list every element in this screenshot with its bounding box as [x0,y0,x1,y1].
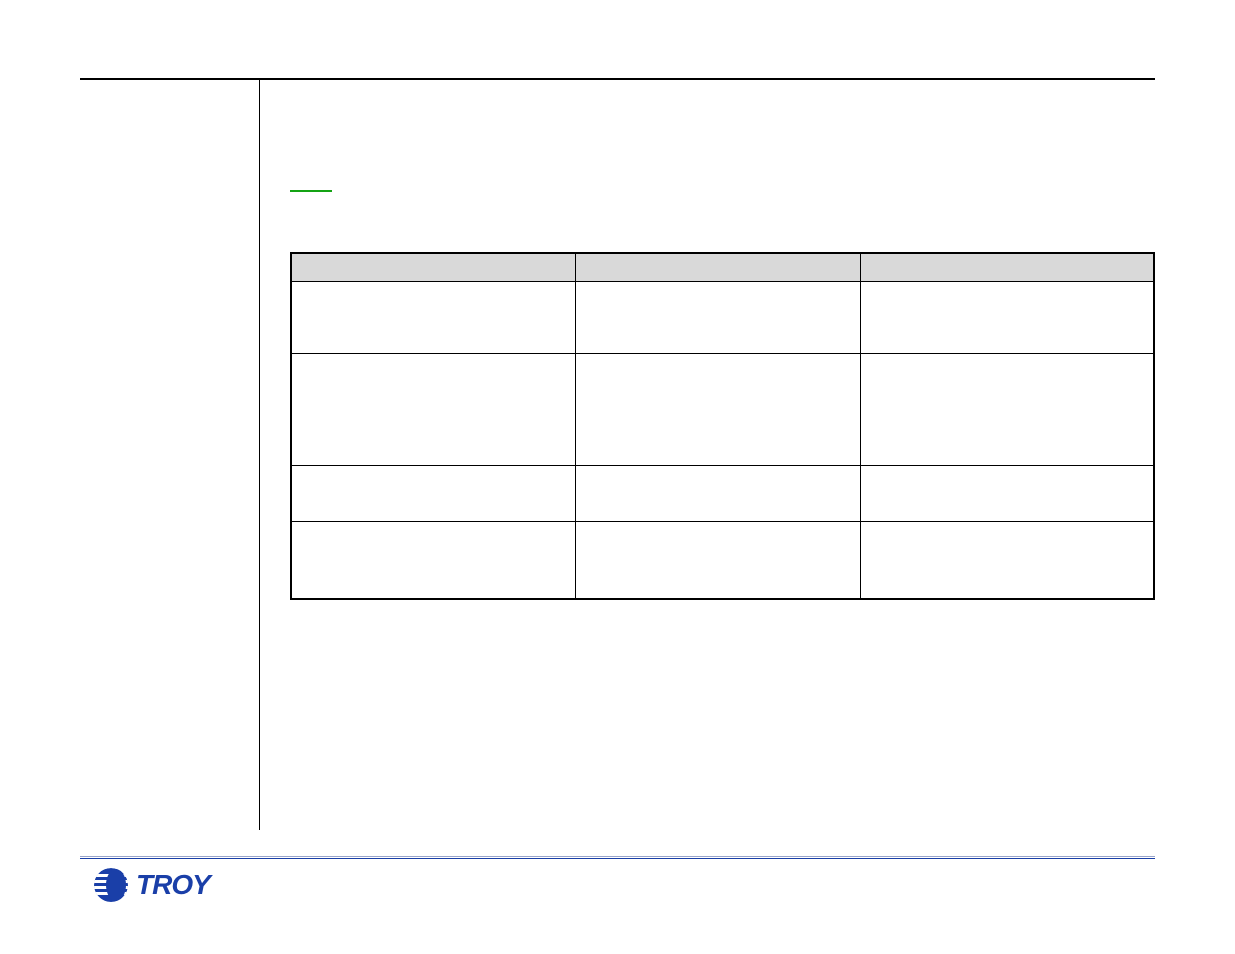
spec-table [290,252,1155,600]
brand-logo-text: TROY [136,869,210,901]
table-row [291,353,1154,465]
table-cell [576,465,861,521]
table-header-cell [576,253,861,281]
table-header-row [291,253,1154,281]
table-cell [291,521,576,599]
table-cell [291,465,576,521]
table-row [291,281,1154,353]
brand-logo: TROY [94,868,210,902]
table-cell [861,521,1154,599]
globe-icon [94,868,128,902]
table-header-cell [291,253,576,281]
left-margin-column [80,80,260,830]
footer-horizontal-rule-inner [80,858,1155,859]
table-row [291,521,1154,599]
main-column [260,80,1155,830]
footer-horizontal-rule [80,856,1155,859]
table-cell [291,353,576,465]
table-cell [861,465,1154,521]
table-cell [576,521,861,599]
table-cell [861,353,1154,465]
green-underline-accent [290,190,332,192]
table-cell [291,281,576,353]
table-cell [576,353,861,465]
table-cell [861,281,1154,353]
two-column-layout [80,80,1155,830]
page-content [80,78,1155,954]
table-cell [576,281,861,353]
table-row [291,465,1154,521]
table-header-cell [861,253,1154,281]
